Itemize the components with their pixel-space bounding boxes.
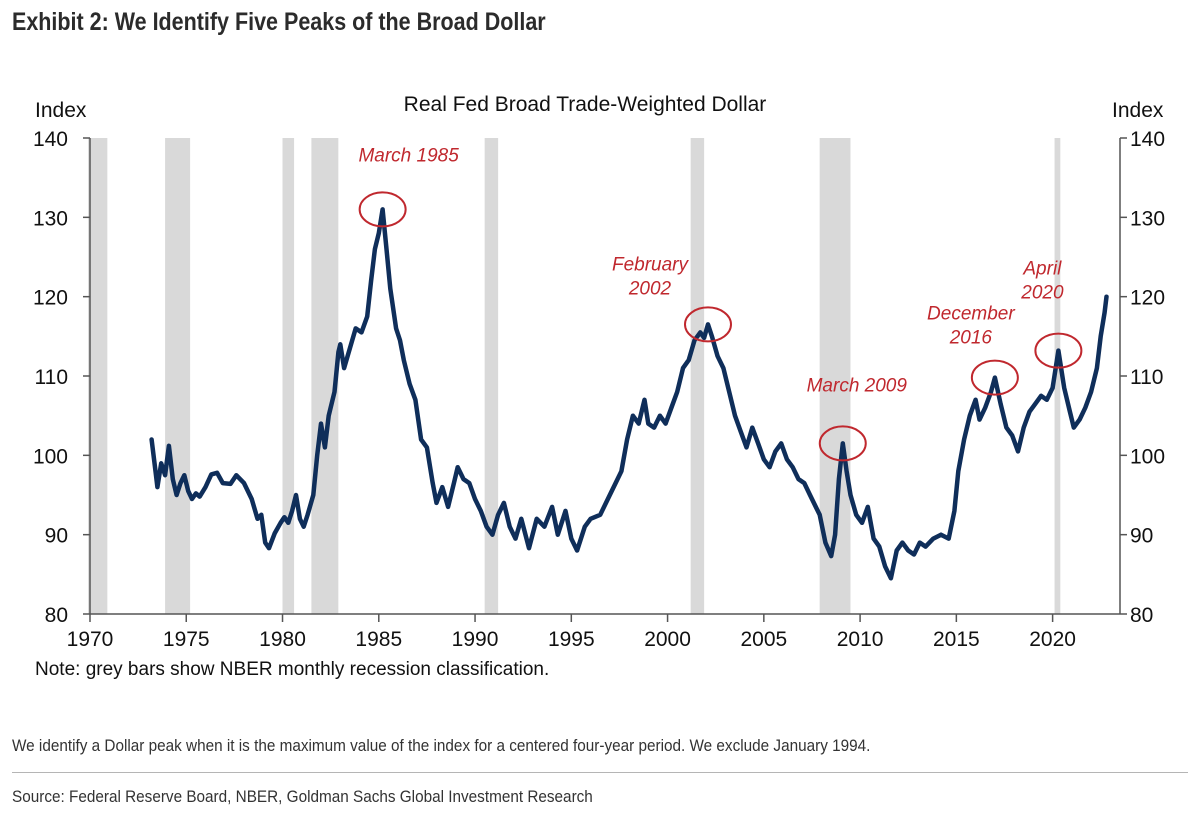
chart-title: Real Fed Broad Trade-Weighted Dollar — [404, 93, 767, 116]
y-tick-label-left: 120 — [33, 287, 68, 310]
y-tick-label-right: 130 — [1130, 207, 1165, 230]
recession-bars — [88, 138, 1061, 614]
x-tick-label: 2000 — [644, 628, 691, 651]
x-tick-label: 1990 — [452, 628, 499, 651]
y-tick-label-left: 110 — [35, 366, 68, 389]
peak-circle — [970, 359, 1019, 396]
y-tick-label-right: 80 — [1130, 604, 1153, 627]
peak-label: 2016 — [949, 328, 993, 349]
recession-bar — [88, 138, 108, 614]
peak-label: March 1985 — [358, 145, 459, 166]
recession-note: Note: grey bars show NBER monthly recess… — [35, 659, 549, 680]
y-tick-label-left: 130 — [33, 207, 68, 230]
peak-circle — [684, 306, 732, 343]
recession-bar — [282, 138, 295, 614]
y-tick-label-right: 90 — [1130, 525, 1153, 548]
peak-label: April — [1022, 259, 1062, 280]
peak-circle — [818, 425, 867, 462]
y-tick-label-left: 80 — [45, 604, 68, 627]
x-tick-label: 1995 — [548, 628, 595, 651]
peak-label: 2002 — [628, 278, 672, 299]
peak-circle — [358, 191, 407, 228]
peak-label: December — [927, 304, 1015, 325]
exhibit-title: Exhibit 2: We Identify Five Peaks of the… — [12, 8, 546, 36]
dollar-index-chart: 80 80 90 90 100 100 110 110 120 120 130 130 140 140 19… — [33, 93, 1165, 680]
divider — [12, 772, 1188, 773]
recession-bar — [484, 138, 499, 614]
peak-label: March 2009 — [807, 375, 908, 396]
y-tick-label-left: 90 — [45, 525, 68, 548]
x-tick-label: 1970 — [67, 628, 114, 651]
recession-bar — [690, 138, 705, 614]
y-tick-label-right: 140 — [1130, 128, 1165, 151]
right-axis-unit: Index — [1112, 99, 1164, 122]
y-tick-label-right: 120 — [1130, 287, 1165, 310]
left-axis-unit: Index — [35, 99, 87, 122]
x-tick-label: 2020 — [1029, 628, 1076, 651]
x-tick-label: 1975 — [163, 628, 210, 651]
dollar-index-line — [149, 207, 1109, 581]
recession-bar — [1054, 138, 1061, 614]
x-tick-label: 1980 — [259, 628, 306, 651]
x-tick-label: 1985 — [355, 628, 402, 651]
peak-label: 2020 — [1020, 283, 1064, 304]
y-tick-label-left: 140 — [33, 128, 68, 151]
recession-bar — [165, 138, 191, 614]
x-tick-label: 2010 — [837, 628, 884, 651]
peak-annotations: March 1985 February 2002 March 2009 December… — [358, 145, 1083, 462]
source-note: Source: Federal Reserve Board, NBER, Gol… — [12, 787, 593, 806]
y-tick-label-right: 100 — [1130, 445, 1165, 468]
axes — [89, 138, 1121, 615]
peak-label: February — [612, 254, 690, 275]
axis-ticks: 80 80 90 90 100 100 110 110 120 120 130 130 140 140 19… — [33, 128, 1165, 651]
peak-circle — [1034, 332, 1083, 369]
x-tick-label: 2015 — [933, 628, 980, 651]
methodology-footnote: We identify a Dollar peak when it is the… — [12, 736, 871, 755]
y-tick-label-right: 110 — [1130, 366, 1163, 389]
x-tick-label: 2005 — [740, 628, 787, 651]
y-tick-label-left: 100 — [33, 445, 68, 468]
